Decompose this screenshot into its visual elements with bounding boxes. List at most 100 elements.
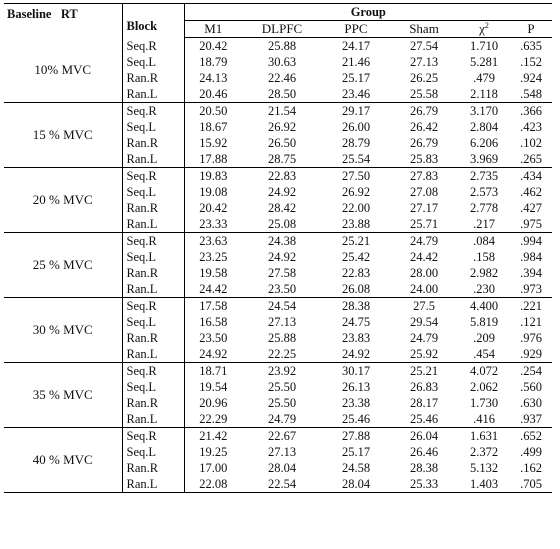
block-cell: Seq.L [122, 314, 185, 330]
m1-cell: 20.42 [199, 39, 228, 53]
chi-square-cell: 2.573 [469, 185, 499, 199]
ppc-cell: 23.83 [341, 331, 371, 345]
m1-cell: 17.00 [199, 461, 228, 475]
sham-cell: 26.46 [409, 445, 439, 459]
ppc-cell: 26.08 [322, 281, 390, 298]
baseline-rt-header: Baseline RT [4, 3, 123, 38]
chi-square-cell: 1.403 [458, 476, 510, 493]
table-row: Ran.L 23.33 25.08 23.88 25.71.217.975 [4, 216, 553, 233]
ppc-cell: 24.58 [341, 461, 371, 475]
p-value-cell: .984 [520, 250, 542, 264]
section-label-mvc: 10% MVC [4, 37, 123, 103]
p-value-cell: .929 [510, 346, 553, 363]
dlpfc-cell: 25.50 [267, 380, 297, 394]
dlpfc-cell: 22.54 [242, 476, 322, 493]
dlpfc-cell: 24.92 [267, 185, 297, 199]
block-cell: Ran.R [122, 460, 185, 476]
col-header-ppc: PPC [322, 20, 390, 38]
ppc-cell: 24.17 [341, 39, 371, 53]
chi-square-cell: 2.062 [469, 380, 499, 394]
chi-square-cell: .479 [473, 71, 495, 85]
col-header-chi-square: χ2 [458, 20, 510, 38]
dlpfc-cell: 30.63 [267, 55, 297, 69]
block-cell: Ran.R [122, 395, 185, 411]
block-cell: Ran.R [122, 200, 185, 216]
table-row: Ran.L 24.42 23.50 26.08 24.00.230.973 [4, 281, 553, 298]
p-value-cell: .635 [520, 39, 542, 53]
ppc-cell: 27.50 [341, 169, 371, 183]
m1-cell: 22.08 [184, 476, 242, 493]
table-row: Ran.R 15.92 26.50 28.79 26.79 6.206 .102 [4, 135, 552, 151]
sham-cell: 25.46 [390, 411, 458, 428]
sham-cell: 25.83 [390, 151, 458, 168]
ppc-cell: 28.79 [341, 136, 371, 150]
col-header-dlpfc: DLPFC [242, 20, 322, 38]
sham-cell: 24.42 [409, 250, 439, 264]
block-cell: Ran.R [122, 265, 185, 281]
sham-cell: 26.79 [409, 104, 439, 118]
p-value-cell: .221 [520, 299, 542, 313]
m1-cell: 17.58 [199, 299, 228, 313]
p-value-cell: .924 [520, 71, 542, 85]
table-row: Ran.R 19.58 27.58 22.83 28.00 2.982 .394 [4, 265, 552, 281]
sham-cell: 27.5 [413, 299, 435, 313]
p-value-cell: .630 [520, 396, 542, 410]
m1-cell: 23.33 [184, 216, 242, 233]
dlpfc-cell: 27.13 [267, 445, 297, 459]
p-value-cell: .152 [520, 55, 542, 69]
sham-cell: 26.25 [409, 71, 439, 85]
m1-cell: 23.50 [199, 331, 228, 345]
block-cell: Ran.L [122, 86, 185, 103]
chi-square-cell: 5.281 [469, 55, 499, 69]
p-value-cell: .937 [510, 411, 553, 428]
ppc-cell: 23.46 [322, 86, 390, 103]
table-row: 35 % MVC Seq.R 18.71 23.92 30.17 25.21 4.072 .2… [4, 362, 552, 428]
block-cell: Ran.L [122, 476, 185, 493]
ppc-cell: 26.13 [341, 380, 371, 394]
p-value-cell: .548 [510, 86, 553, 103]
m1-cell: 21.42 [199, 429, 228, 443]
dlpfc-cell: 25.88 [267, 39, 297, 53]
table-row: Seq.L 16.58 27.13 24.75 29.54 5.819 .121 [4, 314, 552, 330]
p-value-cell: .423 [520, 120, 542, 134]
block-cell: Ran.L [122, 281, 185, 298]
ppc-cell: 25.21 [341, 234, 371, 248]
m1-cell: 18.79 [199, 55, 228, 69]
block-cell: Ran.L [122, 216, 185, 233]
table-row: Seq.L 18.67 26.92 26.00 26.42 2.804 .423 [4, 119, 552, 135]
section-label-mvc: 30 % MVC [4, 297, 123, 363]
m1-cell: 18.71 [199, 364, 228, 378]
ppc-cell: 22.83 [341, 266, 371, 280]
p-value-cell: .265 [510, 151, 553, 168]
p-value-cell: .994 [520, 234, 542, 248]
table-header: Baseline RT Block Group M1 DLPFC PPC Sha… [4, 3, 553, 38]
dlpfc-cell: 23.92 [267, 364, 297, 378]
ppc-cell: 28.04 [322, 476, 390, 493]
block-cell: Seq.R [122, 232, 185, 249]
table-row: Ran.R 20.96 25.50 23.38 28.17 1.730 .630 [4, 395, 552, 411]
p-value-cell: .162 [520, 461, 542, 475]
p-value-cell: .705 [510, 476, 553, 493]
p-value-cell: .366 [520, 104, 542, 118]
p-value-cell: .102 [520, 136, 542, 150]
ppc-cell: 23.38 [341, 396, 371, 410]
table-row: Ran.L 20.46 28.50 23.46 25.58 2.118.548 [4, 86, 553, 103]
sham-cell: 27.54 [409, 39, 439, 53]
ppc-cell: 28.38 [341, 299, 371, 313]
p-value-cell: .254 [520, 364, 542, 378]
chi-square-cell: .217 [458, 216, 510, 233]
block-cell: Ran.R [122, 330, 185, 346]
p-value-cell: .560 [520, 380, 542, 394]
chi-square-cell: 5.819 [469, 315, 499, 329]
sham-cell: 26.42 [409, 120, 439, 134]
section-label-mvc: 20 % MVC [4, 167, 123, 233]
p-value-cell: .462 [520, 185, 542, 199]
m1-cell: 22.29 [184, 411, 242, 428]
ppc-cell: 25.42 [341, 250, 371, 264]
chi-square-cell: 2.735 [469, 169, 499, 183]
table-row: 25 % MVC Seq.R 23.63 24.38 25.21 24.79 .084 .99… [4, 232, 552, 298]
m1-cell: 19.58 [199, 266, 228, 280]
sham-cell: 28.00 [409, 266, 439, 280]
section-label-mvc: 25 % MVC [4, 232, 123, 298]
chi-square-cell: .158 [473, 250, 495, 264]
